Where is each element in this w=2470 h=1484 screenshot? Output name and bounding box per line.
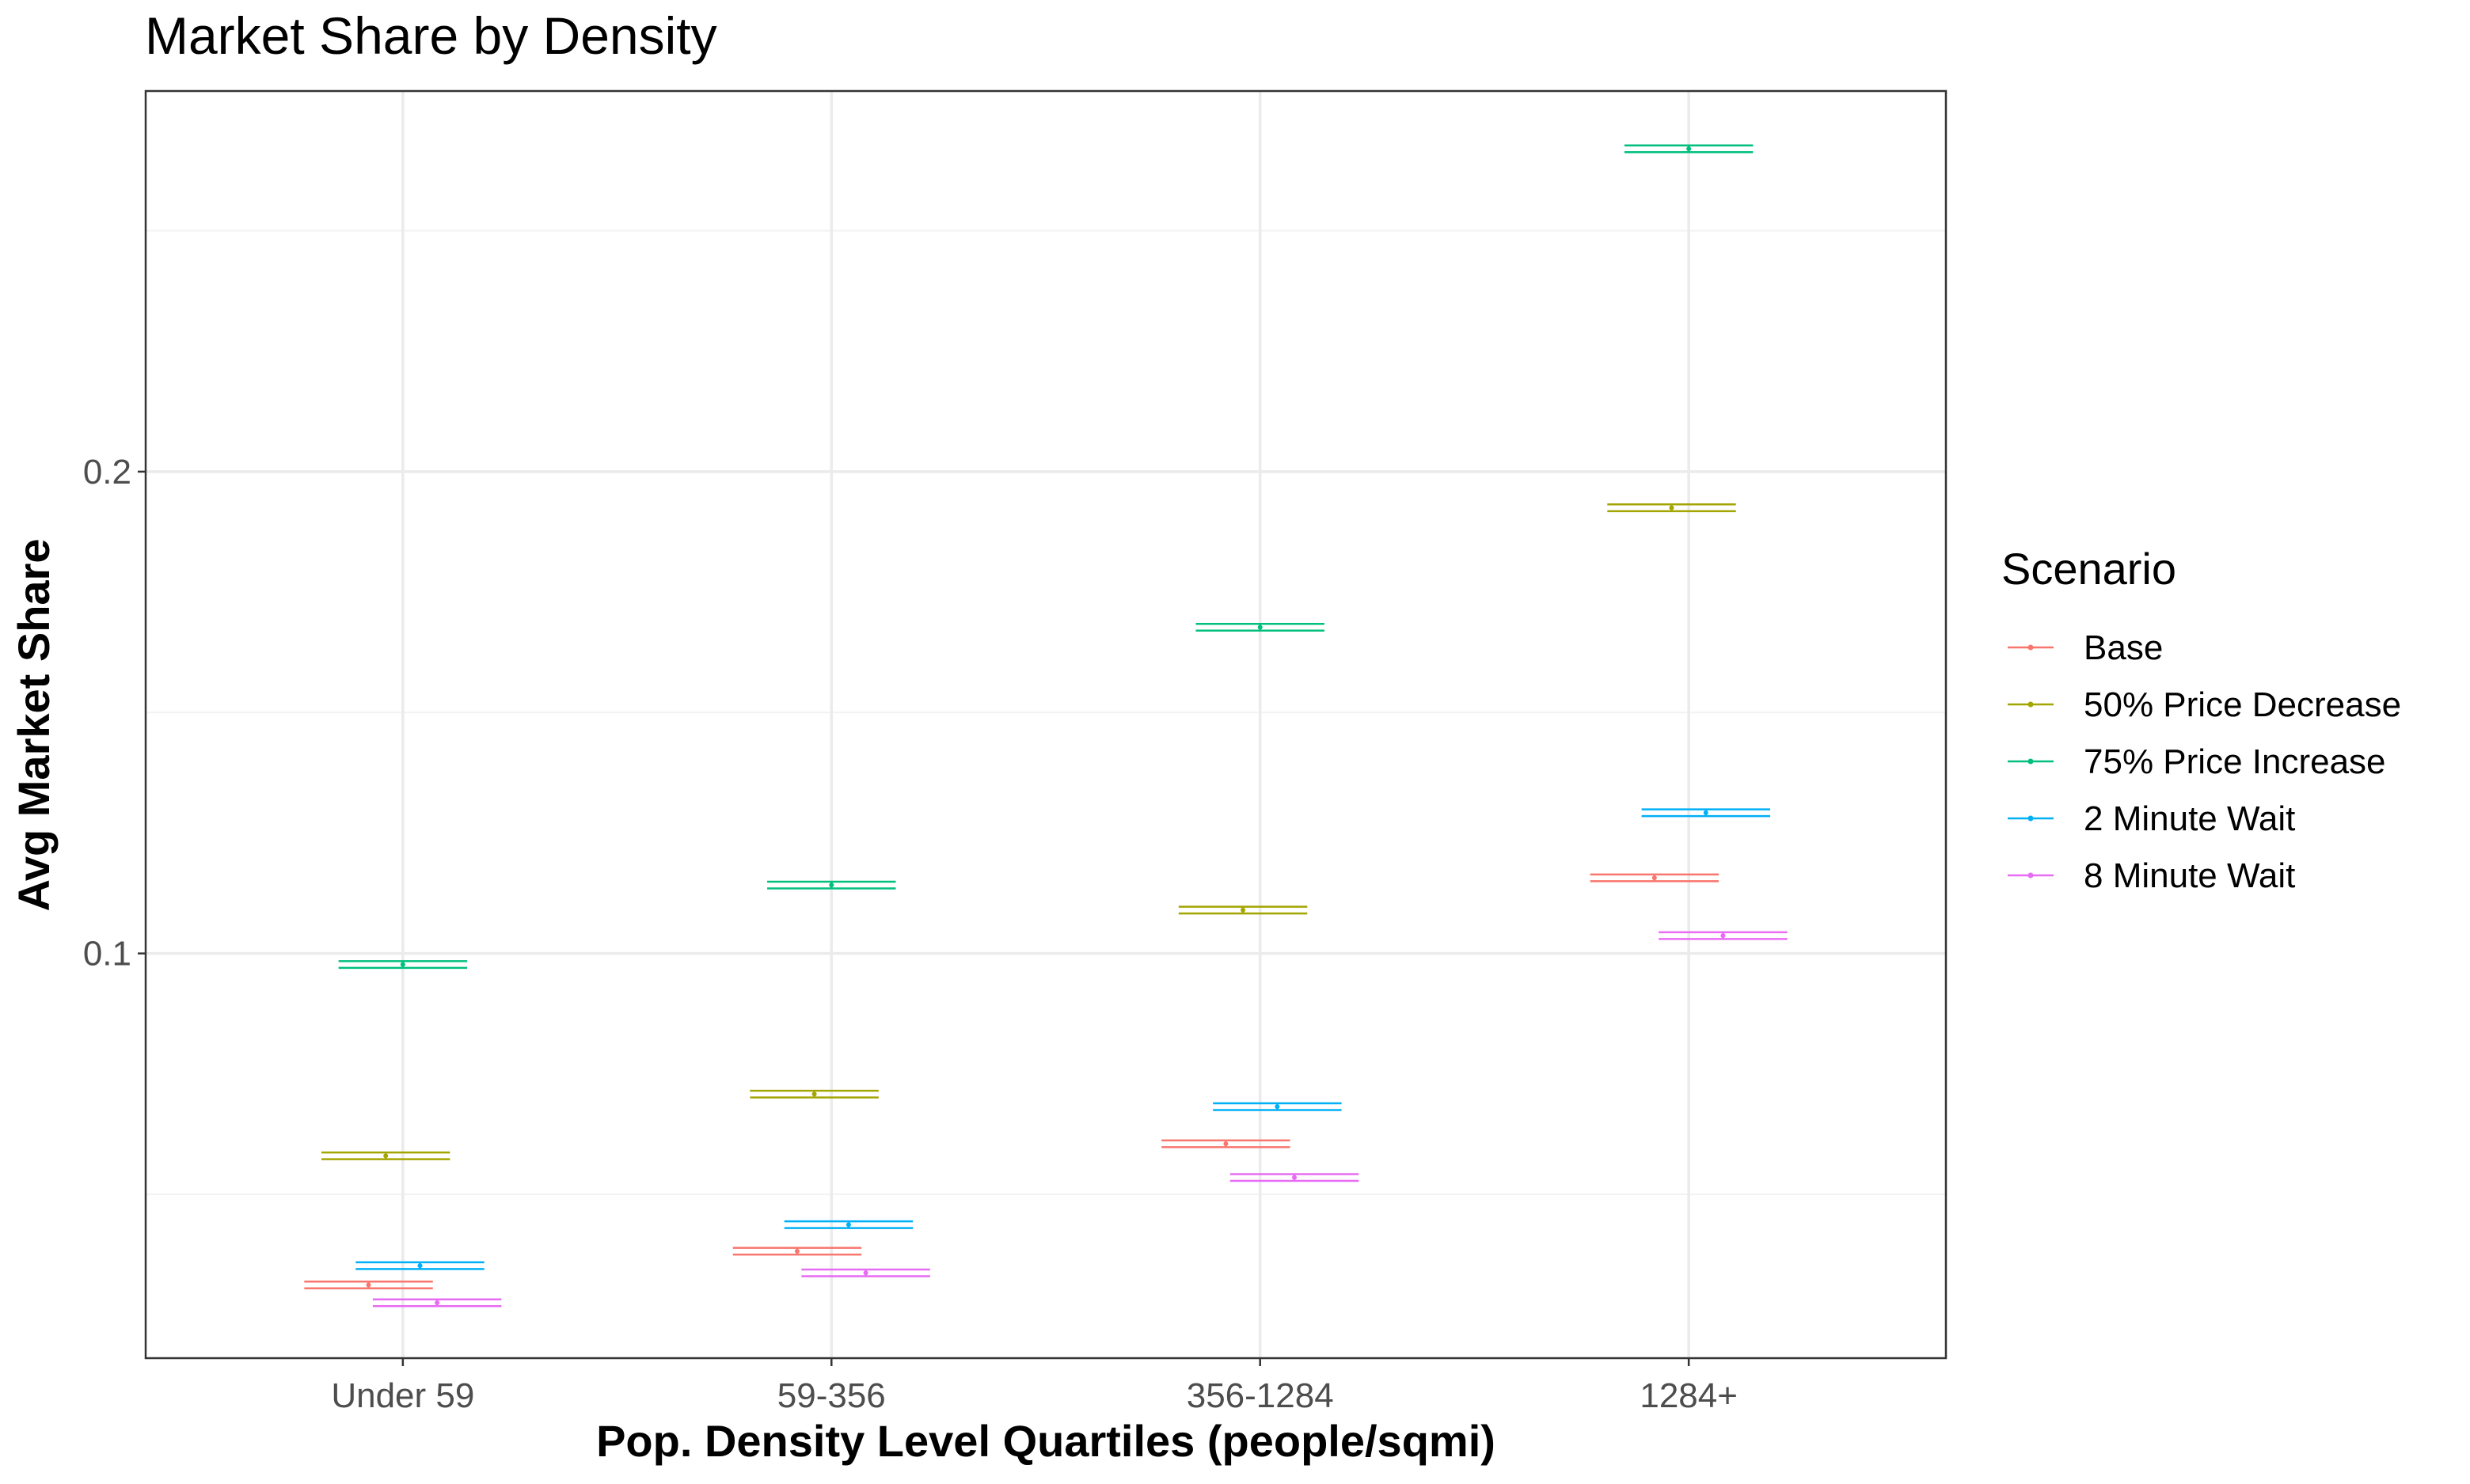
data-point (1275, 1104, 1280, 1110)
series-3 (355, 808, 1771, 1270)
legend-key-point (2027, 644, 2034, 651)
data-point (435, 1300, 440, 1305)
series-0 (304, 873, 1720, 1289)
x-tick-label: 356-1284 (1187, 1376, 1334, 1415)
data-point (1241, 907, 1246, 913)
data-point (1703, 810, 1708, 815)
data-point (366, 1282, 371, 1288)
chart-title: Market Share by Density (145, 6, 717, 65)
data-point (1720, 933, 1726, 939)
legend-items: Base 50% Price Decrease 75% Price Increase… (2008, 628, 2401, 895)
legend-key-point (2027, 872, 2034, 879)
data-point (1669, 505, 1674, 510)
data-point (829, 882, 834, 888)
data-point (1223, 1141, 1229, 1147)
data-point (863, 1270, 868, 1276)
legend-item: 50% Price Decrease (2008, 685, 2401, 724)
legend-key-point (2027, 815, 2034, 822)
x-tick-label: Under 59 (331, 1376, 474, 1415)
y-axis-title: Avg Market Share (9, 539, 59, 912)
data-point (1686, 146, 1692, 152)
plot-panel-border (144, 89, 1948, 1360)
data-point (383, 1153, 389, 1159)
data-point (811, 1091, 817, 1097)
x-tick-label: 1284+ (1640, 1376, 1738, 1415)
data-point (794, 1248, 800, 1254)
y-axis: 0.1 0.2 (83, 453, 146, 974)
marks-layer (304, 144, 1788, 1308)
legend-item: 75% Price Increase (2008, 742, 2386, 781)
legend-key-point (2027, 701, 2034, 708)
grid-layer (146, 91, 1946, 1358)
legend: Scenario Base 50% Price Decrease 75% Price… (2001, 544, 2401, 895)
series-2 (338, 144, 1754, 970)
data-point (400, 962, 405, 967)
legend-item: 2 Minute Wait (2008, 799, 2295, 838)
series-1 (321, 503, 1736, 1160)
data-point (1651, 875, 1657, 881)
legend-label: 8 Minute Wait (2084, 856, 2295, 895)
series-4 (372, 931, 1788, 1308)
x-axis: Under 59 59-356 356-1284 1284+ (331, 1358, 1738, 1415)
legend-label: 75% Price Increase (2084, 742, 2386, 781)
data-point (1292, 1175, 1298, 1180)
legend-title: Scenario (2001, 544, 2176, 594)
data-point (1257, 624, 1263, 630)
y-tick-label: 0.1 (83, 935, 131, 974)
legend-item: Base (2008, 628, 2163, 667)
y-tick-label: 0.2 (83, 453, 131, 492)
legend-label: 50% Price Decrease (2084, 685, 2401, 724)
legend-label: 2 Minute Wait (2084, 799, 2295, 838)
legend-item: 8 Minute Wait (2008, 856, 2295, 895)
data-point (417, 1263, 423, 1269)
x-tick-label: 59-356 (777, 1376, 886, 1415)
legend-key-point (2027, 758, 2034, 765)
legend-label: Base (2084, 628, 2163, 667)
data-point (846, 1222, 851, 1228)
x-axis-title: Pop. Density Level Quartiles (people/sqm… (596, 1416, 1495, 1466)
